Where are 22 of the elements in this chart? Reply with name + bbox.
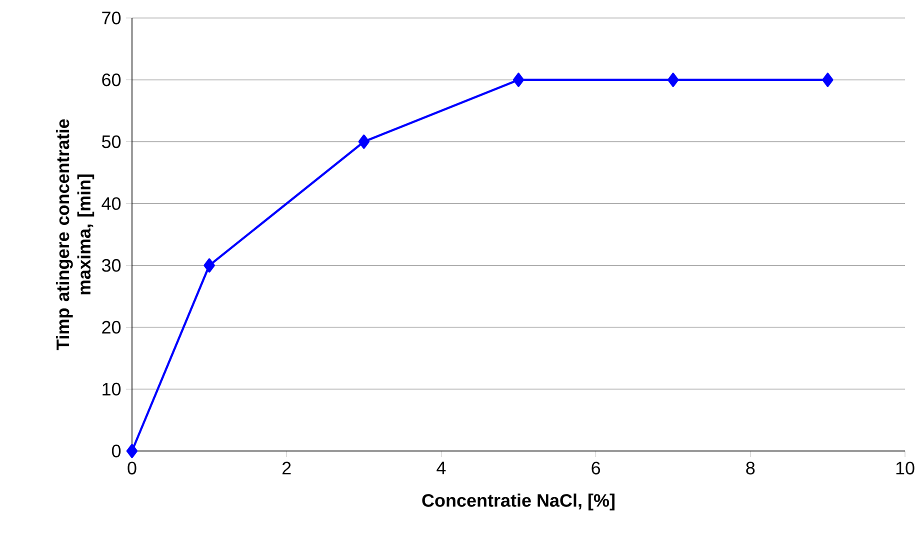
y-axis-title: Timp atingere concentratie maxima, [min] bbox=[56, 119, 94, 350]
point bbox=[668, 72, 679, 87]
y-tick-label: 70 bbox=[102, 12, 121, 24]
x-tick-label: 6 bbox=[592, 462, 600, 474]
y-tick-label: 10 bbox=[102, 382, 121, 396]
point bbox=[358, 134, 370, 149]
point bbox=[126, 444, 138, 458]
y-tick-label: 40 bbox=[102, 197, 121, 210]
y-tick-label: 30 bbox=[102, 259, 121, 272]
y-tick-label: 20 bbox=[102, 320, 121, 334]
y-tick-label: 60 bbox=[102, 73, 121, 86]
x-axis-title: Concentratie NaCl, [%] bbox=[422, 494, 614, 510]
x-tick-label: 2 bbox=[282, 462, 291, 474]
y-tick-label: 50 bbox=[102, 135, 121, 148]
x-tick-label: 8 bbox=[746, 462, 755, 474]
x-tick-label: 0 bbox=[128, 462, 136, 474]
x-tick-label: 4 bbox=[436, 462, 446, 474]
y-tick-label: 0 bbox=[112, 444, 121, 458]
x-tick-label: 10 bbox=[896, 462, 914, 474]
point bbox=[822, 72, 834, 87]
point bbox=[204, 258, 215, 273]
point bbox=[512, 72, 524, 87]
